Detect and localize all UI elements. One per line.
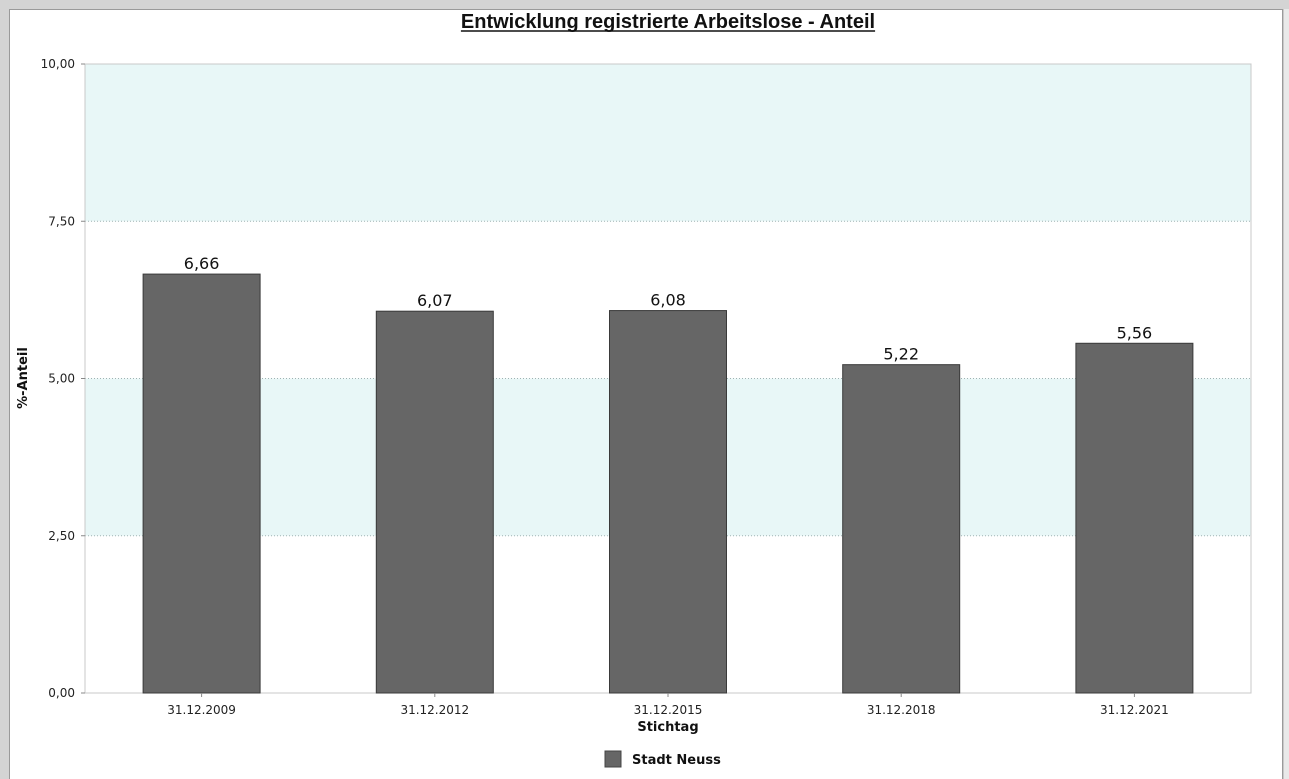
y-axis-label: %-Anteil (16, 347, 31, 409)
x-tick-label: 31.12.2009 (167, 703, 236, 717)
bar-value-label: 6,66 (184, 254, 220, 273)
x-tick-label: 31.12.2018 (867, 703, 936, 717)
legend: Stadt Neuss (604, 750, 721, 768)
bar (142, 273, 261, 694)
x-axis-ticks: 31.12.2009 31.12.2012 31.12.2015 31.12.2018… (167, 693, 1169, 717)
bar-value-label: 5,56 (1117, 323, 1153, 342)
x-tick-label: 31.12.2021 (1100, 703, 1169, 717)
y-axis-ticks: 0,00 2,50 5,00 7,50 10,00 (41, 57, 85, 700)
bar-value-label: 6,08 (650, 291, 686, 310)
bar-value-label: 6,07 (417, 291, 453, 310)
background-band (85, 64, 1251, 222)
bar (842, 364, 961, 694)
x-axis-label: Stichtag (637, 720, 698, 735)
legend-label: Stadt Neuss (632, 753, 721, 768)
legend-swatch (604, 750, 622, 768)
y-tick-label: 2,50 (48, 529, 75, 543)
x-tick-label: 31.12.2015 (634, 703, 703, 717)
bars: 6,66 6,07 6,08 5,22 5,56 (142, 254, 1194, 694)
y-tick-label: 7,50 (48, 214, 75, 228)
chart-title: Entwicklung registrierte Arbeitslose - A… (461, 11, 875, 33)
bar (1075, 342, 1194, 694)
x-tick-label: 31.12.2012 (400, 703, 469, 717)
bar-value-label: 5,22 (883, 345, 919, 364)
bar (375, 310, 494, 694)
y-tick-label: 5,00 (48, 372, 75, 386)
y-tick-label: 10,00 (41, 57, 75, 71)
bar (609, 310, 727, 694)
vertical-scrollbar[interactable] (1283, 9, 1289, 779)
y-tick-label: 0,00 (48, 686, 75, 700)
